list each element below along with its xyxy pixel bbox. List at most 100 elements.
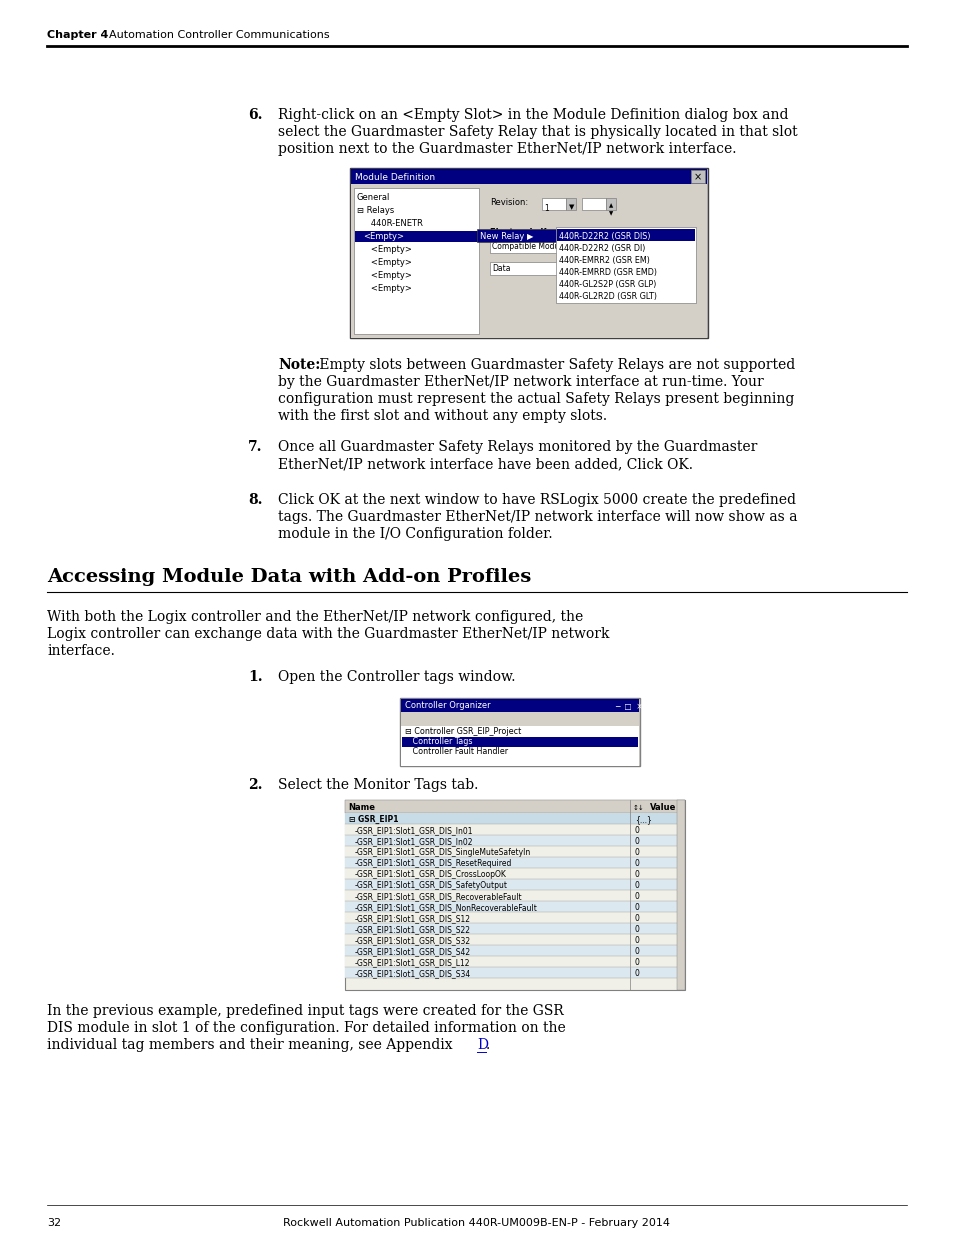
Bar [351,169,706,184]
Text: Value: Value [649,803,676,811]
Text: D: D [476,1037,488,1052]
Bar [629,967,684,978]
Bar [400,726,639,766]
Text: Revision:: Revision: [490,198,528,207]
Text: -GSR_EIP1:Slot1_GSR_DIS_SafetyOutput: -GSR_EIP1:Slot1_GSR_DIS_SafetyOutput [355,881,507,890]
Bar [629,902,684,911]
Text: 440R-GL2R2D (GSR GLT): 440R-GL2R2D (GSR GLT) [558,291,657,300]
Bar [629,934,684,945]
Bar [490,240,607,253]
Text: -GSR_EIP1:Slot1_GSR_DIS_S32: -GSR_EIP1:Slot1_GSR_DIS_S32 [355,936,471,945]
Text: Select the Monitor Tags tab.: Select the Monitor Tags tab. [277,778,477,792]
Text: 7.: 7. [248,440,262,454]
Text: module in the I/O Configuration folder.: module in the I/O Configuration folder. [277,527,552,541]
Bar [557,266,695,277]
Text: 0: 0 [635,881,639,890]
Bar [629,846,684,857]
Text: 0: 0 [635,958,639,967]
Text: 440R-EMRR2 (GSR EM): 440R-EMRR2 (GSR EM) [558,256,649,264]
Bar [345,800,684,813]
Text: tags. The Guardmaster EtherNet/IP network interface will now show as a: tags. The Guardmaster EtherNet/IP networ… [277,510,797,524]
Bar [629,835,684,846]
Text: Controller Organizer: Controller Organizer [405,701,490,710]
Bar [351,184,706,338]
Bar [345,967,629,978]
Text: Note:: Note: [277,358,320,372]
Text: -GSR_EIP1:Slot1_GSR_DIS_S42: -GSR_EIP1:Slot1_GSR_DIS_S42 [355,947,471,956]
Text: Data: Data [492,264,510,273]
Text: Name: Name [348,803,375,811]
Text: 0: 0 [635,914,639,923]
Text: Right-click on an <Empty Slot> in the Module Definition dialog box and: Right-click on an <Empty Slot> in the Mo… [277,107,788,122]
Bar [605,198,616,210]
Bar [476,228,557,242]
Bar [355,231,477,242]
Text: Empty slots between Guardmaster Safety Relays are not supported: Empty slots between Guardmaster Safety R… [314,358,795,372]
Bar [629,890,684,902]
Text: Compatible Module: Compatible Module [492,242,566,251]
Text: ⊟ GSR_EIP1: ⊟ GSR_EIP1 [349,815,398,824]
Bar [350,168,707,338]
Text: Controller Fault Handler: Controller Fault Handler [405,747,508,757]
Text: 0: 0 [635,860,639,868]
Text: EtherNet/IP network interface have been added, Click OK.: EtherNet/IP network interface have been … [277,457,692,471]
Text: 1: 1 [543,204,548,212]
Text: Chapter 4: Chapter 4 [47,30,109,40]
Text: In the previous example, predefined input tags were created for the GSR: In the previous example, predefined inpu… [47,1004,563,1018]
Text: ▼: ▼ [608,211,613,216]
Text: -GSR_EIP1:Slot1_GSR_DIS_RecoverableFault: -GSR_EIP1:Slot1_GSR_DIS_RecoverableFault [355,892,522,902]
Text: by the Guardmaster EtherNet/IP network interface at run-time. Your: by the Guardmaster EtherNet/IP network i… [277,375,763,389]
Text: Module Definition: Module Definition [355,173,435,182]
Text: Rockwell Automation Publication 440R-UM009B-EN-P - February 2014: Rockwell Automation Publication 440R-UM0… [283,1218,670,1228]
Text: with the first slot and without any empty slots.: with the first slot and without any empt… [277,409,606,424]
Bar [399,698,639,766]
Bar [400,699,639,713]
Text: select the Guardmaster Safety Relay that is physically located in that slot: select the Guardmaster Safety Relay that… [277,125,797,140]
Bar [690,170,704,183]
Bar [345,824,629,835]
Text: <Empty>: <Empty> [363,245,412,254]
Text: 0: 0 [635,892,639,902]
Text: ▲: ▲ [608,204,613,209]
Text: ─  □  ×: ─ □ × [615,701,642,710]
Bar [677,800,684,990]
Text: -GSR_EIP1:Slot1_GSR_DIS_In02: -GSR_EIP1:Slot1_GSR_DIS_In02 [355,837,473,846]
Bar [345,846,629,857]
Text: 0: 0 [635,936,639,945]
Text: individual tag members and their meaning, see Appendix: individual tag members and their meaning… [47,1037,456,1052]
Text: -GSR_EIP1:Slot1_GSR_DIS_ResetRequired: -GSR_EIP1:Slot1_GSR_DIS_ResetRequired [355,860,512,868]
Text: 0: 0 [635,947,639,956]
Text: 32: 32 [47,1218,61,1228]
Bar [345,934,629,945]
Text: 2.: 2. [248,778,262,792]
Bar [345,956,629,967]
Text: 440R-D22R2 (GSR DI): 440R-D22R2 (GSR DI) [558,243,644,252]
Text: <Empty>: <Empty> [363,270,412,280]
Text: DIS module in slot 1 of the configuration. For detailed information on the: DIS module in slot 1 of the configuratio… [47,1021,565,1035]
Bar [354,188,478,333]
Text: New Relay ▶: New Relay ▶ [479,232,533,241]
Bar [629,857,684,868]
Text: 0: 0 [635,969,639,978]
Bar [557,241,695,253]
Bar [490,262,607,275]
Bar [345,813,629,824]
Bar [345,890,629,902]
Text: configuration must represent the actual Safety Relays present beginning: configuration must represent the actual … [277,391,794,406]
Bar [629,879,684,890]
Text: ↕↓: ↕↓ [633,804,644,810]
Text: 1.: 1. [248,671,262,684]
Text: Electronic Keying:: Electronic Keying: [490,228,576,237]
Text: interface.: interface. [47,643,114,658]
Bar [629,911,684,923]
Bar [345,902,629,911]
Text: ▼: ▼ [610,266,616,272]
Text: Open the Controller tags window.: Open the Controller tags window. [277,671,515,684]
Bar [629,824,684,835]
Bar [629,956,684,967]
Text: {...}: {...} [635,815,651,824]
Text: .: . [485,1037,490,1052]
Text: <Empty>: <Empty> [363,284,412,293]
Text: position next to the Guardmaster EtherNet/IP network interface.: position next to the Guardmaster EtherNe… [277,142,736,156]
Bar [345,911,629,923]
